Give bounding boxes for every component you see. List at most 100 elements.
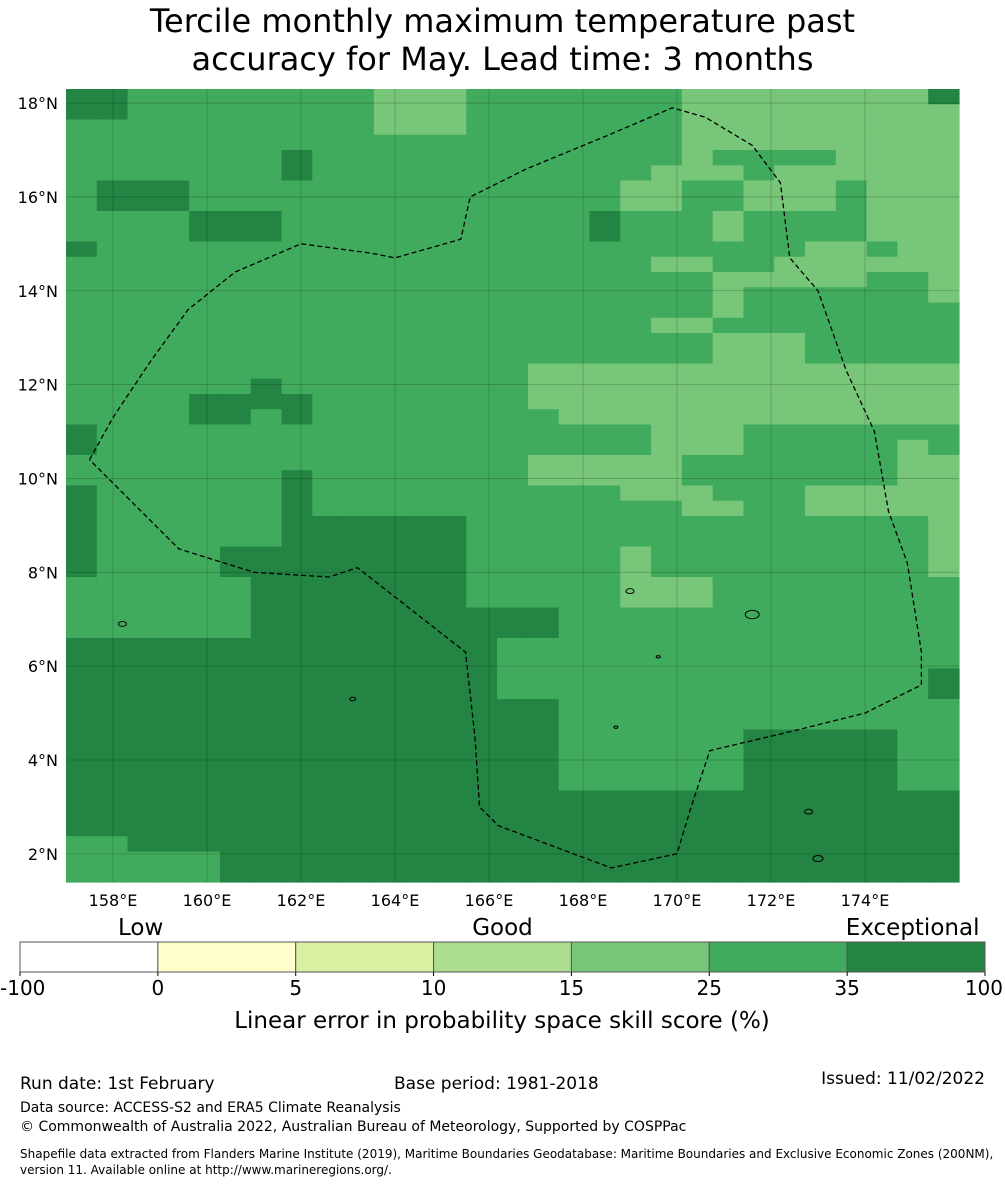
skill-cell bbox=[466, 714, 498, 731]
skill-cell bbox=[219, 119, 252, 136]
skill-cell bbox=[651, 653, 683, 670]
skill-cell bbox=[497, 348, 529, 365]
skill-cell bbox=[712, 150, 745, 166]
skill-cell bbox=[66, 485, 98, 502]
skill-cell bbox=[835, 424, 868, 441]
skill-cell bbox=[96, 866, 129, 883]
skill-cell bbox=[774, 439, 806, 456]
skill-cell bbox=[343, 577, 375, 593]
skill-cell bbox=[681, 317, 714, 334]
skill-cell bbox=[435, 378, 467, 395]
skill-cell bbox=[805, 394, 837, 410]
skill-cell bbox=[343, 775, 375, 792]
skill-cell bbox=[928, 683, 960, 700]
skill-cell bbox=[404, 272, 437, 288]
skill-cell bbox=[219, 439, 252, 456]
skill-cell bbox=[66, 775, 98, 792]
skill-cell bbox=[435, 272, 467, 288]
skill-cell bbox=[250, 470, 283, 487]
skill-cell bbox=[466, 119, 498, 136]
skill-cell bbox=[404, 455, 437, 471]
y-tick-label: 6°N bbox=[28, 657, 58, 676]
skill-cell bbox=[774, 470, 806, 487]
skill-cell bbox=[651, 317, 683, 334]
skill-cell bbox=[250, 592, 283, 609]
skill-cell bbox=[928, 516, 960, 532]
skill-cell bbox=[343, 729, 375, 746]
skill-cell bbox=[835, 256, 868, 273]
skill-cell bbox=[651, 577, 683, 593]
skill-cell bbox=[250, 119, 283, 136]
skill-cell bbox=[589, 500, 621, 517]
skill-cell bbox=[589, 394, 621, 410]
skill-cell bbox=[866, 866, 899, 883]
skill-cell bbox=[620, 211, 652, 227]
skill-cell bbox=[373, 546, 406, 563]
skill-cell bbox=[281, 165, 313, 182]
skill-cell bbox=[774, 317, 806, 334]
skill-cell bbox=[681, 195, 714, 212]
skill-cell bbox=[435, 836, 467, 853]
eez-boundary-layer bbox=[88, 107, 923, 869]
skill-cell bbox=[620, 195, 652, 212]
skill-cell bbox=[373, 180, 406, 197]
skill-cell bbox=[435, 866, 467, 883]
skill-cell bbox=[527, 638, 560, 654]
skill-cell bbox=[373, 668, 406, 685]
skill-cell bbox=[712, 622, 745, 639]
skill-cell bbox=[404, 500, 437, 517]
skill-cell bbox=[620, 104, 652, 121]
skill-cell bbox=[527, 226, 560, 243]
skill-cell bbox=[373, 638, 406, 654]
skill-cell bbox=[373, 500, 406, 517]
skill-cell bbox=[343, 211, 375, 227]
skill-cell bbox=[589, 470, 621, 487]
skill-cell bbox=[835, 165, 868, 182]
base-period: Base period: 1981-2018 bbox=[394, 1074, 599, 1094]
skill-cell bbox=[250, 485, 283, 502]
skill-cell bbox=[928, 256, 960, 273]
skill-cell bbox=[373, 409, 406, 426]
colorbar-label: 0 bbox=[151, 976, 164, 1000]
skill-cell bbox=[743, 729, 775, 746]
skill-cell bbox=[712, 760, 745, 776]
skill-cell bbox=[743, 272, 775, 288]
skill-cell bbox=[219, 638, 252, 654]
skill-cell bbox=[250, 760, 283, 776]
skill-cell bbox=[589, 638, 621, 654]
skill-cell bbox=[620, 333, 652, 349]
skill-cell bbox=[373, 836, 406, 853]
skill-cell bbox=[651, 409, 683, 426]
skill-cell bbox=[928, 333, 960, 349]
skill-cell bbox=[189, 180, 221, 197]
skill-cell bbox=[435, 348, 467, 365]
skill-cell bbox=[805, 790, 837, 807]
skill-cell bbox=[835, 866, 868, 883]
y-tick-label: 12°N bbox=[18, 376, 58, 395]
skill-cell bbox=[866, 668, 899, 685]
skill-cell bbox=[743, 378, 775, 395]
skill-cell bbox=[620, 150, 652, 166]
skill-cell bbox=[466, 622, 498, 639]
skill-cell bbox=[281, 409, 313, 426]
skill-cell bbox=[66, 760, 98, 776]
skill-cell bbox=[897, 272, 929, 288]
skill-cell bbox=[589, 485, 621, 502]
skill-cell bbox=[928, 119, 960, 136]
skill-cell bbox=[435, 256, 467, 273]
skill-cell bbox=[651, 790, 683, 807]
skill-cell bbox=[497, 836, 529, 853]
skill-cell bbox=[928, 302, 960, 319]
skill-cell bbox=[189, 775, 221, 792]
skill-cell bbox=[435, 287, 467, 304]
skill-cell bbox=[404, 683, 437, 700]
skill-cell bbox=[435, 561, 467, 578]
skill-cell bbox=[158, 729, 190, 746]
skill-cell bbox=[835, 729, 868, 746]
skill-cell bbox=[66, 821, 98, 837]
skill-cell bbox=[404, 668, 437, 685]
skill-cell bbox=[66, 470, 98, 487]
skill-cell bbox=[281, 714, 313, 731]
skill-cell bbox=[343, 531, 375, 548]
skill-cell bbox=[866, 165, 899, 182]
